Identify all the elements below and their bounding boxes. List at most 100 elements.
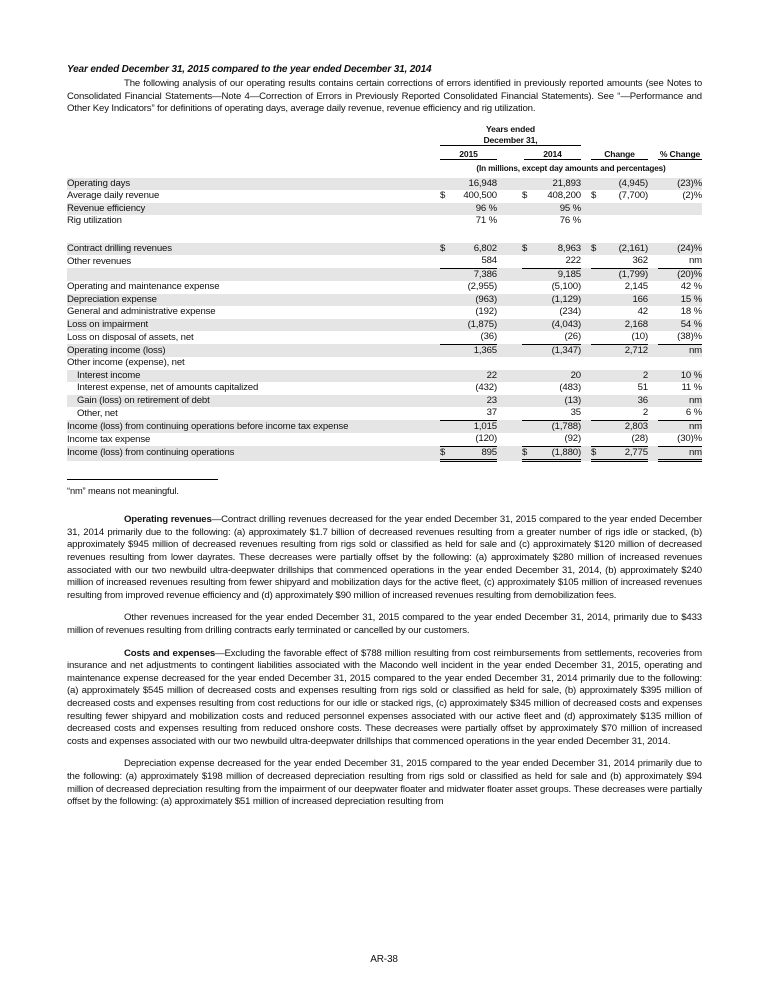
value-change: 2,712 <box>603 344 648 358</box>
col-2014-header: 2014 <box>524 149 581 160</box>
currency-2014 <box>522 433 534 447</box>
value-2014: (5,100) <box>551 281 582 293</box>
value-change: 2,803 <box>603 420 648 434</box>
table-row: Other revenues 584 222 362 nm <box>67 255 702 269</box>
value-2015: 6,802 <box>452 242 497 256</box>
gap <box>648 268 658 282</box>
value-2014: (13) <box>534 394 581 408</box>
value-change: 2 <box>603 407 648 421</box>
gap <box>437 202 440 216</box>
currency-2014 <box>522 281 534 294</box>
value-change: (4,945) <box>603 177 648 191</box>
value-change: (28) <box>603 433 648 447</box>
gap <box>581 242 591 256</box>
currency-change <box>591 293 603 307</box>
table-row: Loss on disposal of assets, net (36) (26) (… <box>67 331 702 345</box>
value-2014: (1,880) <box>534 446 581 463</box>
table-row: Income tax expense (120) (92) (28) (30)% <box>67 433 702 447</box>
currency-change <box>591 407 603 421</box>
value-2015: 1,365 <box>452 344 497 358</box>
currency-change <box>591 177 603 191</box>
currency-2014 <box>522 407 534 421</box>
value-2015: (36) <box>452 331 497 345</box>
row-label <box>67 268 437 282</box>
currency-2015 <box>440 394 452 408</box>
value-pct: 54 % <box>658 318 702 332</box>
value-2014: (1,347) <box>534 344 581 358</box>
gap <box>581 293 591 307</box>
gap <box>581 357 591 370</box>
gap <box>648 177 658 191</box>
value-2015: 22 <box>452 369 497 383</box>
gap <box>497 281 522 294</box>
value-2014: 76 % <box>559 215 581 227</box>
table-row: 7,386 9,185 (1,799) (20)% <box>67 268 702 282</box>
value-2014 <box>534 357 581 370</box>
value-change: 2,145 <box>624 281 648 293</box>
gap <box>497 344 522 358</box>
currency-2014 <box>522 420 534 434</box>
gap <box>437 242 440 256</box>
currency-2015 <box>440 369 452 383</box>
row-label: Operating and maintenance expense <box>67 281 220 293</box>
currency-2014 <box>522 177 534 191</box>
header-group-2: December 31, <box>440 135 581 146</box>
value-change: 2,168 <box>603 318 648 332</box>
gap <box>581 420 591 434</box>
gap <box>581 446 591 461</box>
value-2015: (963) <box>452 293 497 307</box>
row-label: Gain (loss) on retirement of debt <box>67 394 437 408</box>
gap <box>581 407 591 420</box>
gap <box>581 268 591 282</box>
value-pct: 6 % <box>658 407 702 421</box>
currency-2014 <box>522 318 534 332</box>
currency-2014: $ <box>522 190 528 202</box>
gap <box>581 344 591 358</box>
value-change: 2 <box>603 369 648 383</box>
currency-2015 <box>440 344 452 358</box>
row-label: Income (loss) from continuing operations… <box>67 420 437 434</box>
currency-change <box>591 318 603 332</box>
currency-change <box>591 215 603 228</box>
spacer-cell <box>67 228 702 243</box>
currency-2015 <box>440 215 452 228</box>
gap <box>437 446 440 461</box>
gap <box>437 420 440 434</box>
gap <box>648 357 658 370</box>
gap <box>497 306 522 319</box>
table-row: Loss on impairment (1,875) (4,043) 2,168 54 … <box>67 318 702 332</box>
row-label: Depreciation expense <box>67 293 437 307</box>
gap <box>437 369 440 383</box>
currency-2014 <box>522 255 534 269</box>
table-row: Operating and maintenance expense (2,955)… <box>67 281 702 294</box>
gap <box>581 382 591 395</box>
gap <box>497 177 522 191</box>
gap <box>497 407 522 420</box>
currency-2015: $ <box>440 190 446 202</box>
gap <box>648 407 658 420</box>
value-change: 362 <box>603 255 648 269</box>
currency-2014 <box>522 268 534 282</box>
table-row: Income (loss) from continuing operations… <box>67 420 702 434</box>
value-2014: 21,893 <box>534 177 581 191</box>
gap <box>648 306 658 319</box>
row-label: Other revenues <box>67 255 132 267</box>
gap <box>497 190 522 203</box>
value-2015: 584 <box>452 255 497 269</box>
gap <box>581 177 591 191</box>
gap <box>497 446 522 461</box>
gap <box>648 318 658 332</box>
value-2015 <box>452 357 497 370</box>
table-row: Income (loss) from continuing operations… <box>67 446 702 463</box>
row-label: Revenue efficiency <box>67 202 437 216</box>
row-label: Other income (expense), net <box>67 357 185 369</box>
paragraph-lead: Costs and expenses <box>124 647 216 659</box>
row-label: Interest expense, net of amounts capital… <box>77 382 259 394</box>
currency-change <box>591 255 603 269</box>
results-table: Operating days 16,948 21,893 (4,945) (23)% Av… <box>67 177 702 463</box>
currency-2015: $ <box>440 446 452 463</box>
gap <box>437 293 440 307</box>
gap <box>648 202 658 216</box>
currency-change <box>591 202 603 216</box>
gap <box>497 202 522 216</box>
